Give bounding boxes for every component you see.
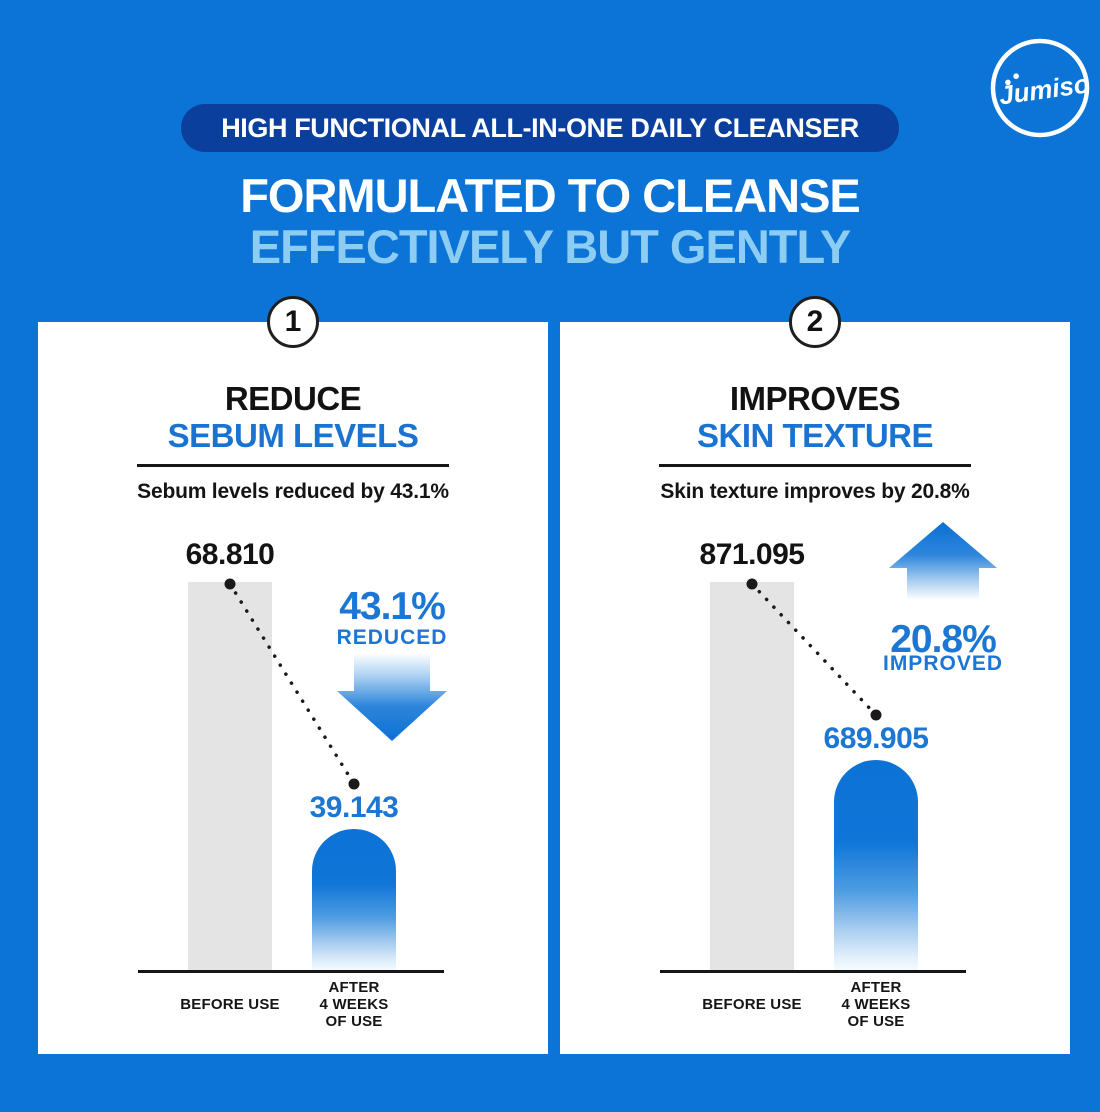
after-bar — [312, 829, 396, 972]
connector-start-dot — [224, 578, 236, 590]
trend-connector — [224, 578, 360, 790]
panel-subtitle: Sebum levels reduced by 43.1% — [137, 480, 449, 503]
panel-subtitle: Skin texture improves by 20.8% — [660, 480, 970, 503]
trend-arrow — [337, 653, 447, 746]
logo-smiley-eye-left-icon — [1005, 79, 1011, 86]
headline: FORMULATED TO CLEANSE EFFECTIVELY BUT GE… — [0, 170, 1100, 272]
up-arrow-icon — [889, 522, 997, 600]
headline-line1: FORMULATED TO CLEANSE — [240, 169, 861, 222]
panel-title: REDUCE SEBUM LEVELS — [38, 380, 548, 454]
panel-number-badge: 2 — [789, 296, 841, 348]
after-value-label: 39.143 — [309, 791, 399, 824]
panel-title-blue: SKIN TEXTURE — [696, 417, 934, 454]
after-value-label: 689.905 — [823, 722, 929, 755]
down-arrow-icon — [337, 653, 447, 741]
axis-baseline — [660, 970, 966, 973]
banner-pill: HIGH FUNCTIONAL ALL-IN-ONE DAILY CLEANSE… — [181, 104, 899, 152]
logo-smiley-eye-right-icon — [1013, 73, 1019, 80]
banner-text: HIGH FUNCTIONAL ALL-IN-ONE DAILY CLEANSE… — [221, 112, 859, 143]
panel-title-black: REDUCE — [224, 380, 362, 417]
category-label-after: AFTER 4 WEEKS OF USE — [319, 978, 389, 1030]
texture-chart: 871.095 689.905 20.8% IMPROVED BEFORE USE AFT… — [560, 322, 1070, 1054]
connector-end-dot — [348, 778, 360, 790]
logo-text: Jumiso — [997, 68, 1091, 110]
connector-start-dot — [746, 578, 758, 590]
before-bar — [710, 582, 794, 972]
percent-change-value: 43.1% — [339, 585, 446, 628]
category-label-before: BEFORE USE — [702, 995, 802, 1013]
headline-line2: EFFECTIVELY BUT GENTLY — [249, 220, 851, 273]
percent-change-word: IMPROVED — [882, 652, 1003, 675]
trend-connector — [746, 578, 882, 721]
sebum-chart: 68.810 39.143 43.1% REDUCED BEFORE USE AFTER 4… — [38, 322, 548, 1054]
panels-row: 1 REDUCE SEBUM LEVELS Sebum levels reduc… — [38, 296, 1070, 1054]
connector-end-dot — [870, 709, 882, 721]
panel-number-badge: 1 — [267, 296, 319, 348]
panel-title-black: IMPROVES — [729, 380, 901, 417]
panel-title: IMPROVES SKIN TEXTURE — [560, 380, 1070, 454]
category-label-after: AFTER 4 WEEKS OF USE — [841, 978, 911, 1030]
panel-improves-texture: 2 IMPROVES SKIN TEXTURE Skin texture imp… — [560, 296, 1070, 1054]
trend-arrow — [889, 522, 997, 605]
before-value-label: 871.095 — [699, 538, 805, 571]
percent-change-value: 20.8% — [890, 618, 997, 661]
before-value-label: 68.810 — [185, 538, 275, 571]
title-underline — [659, 464, 971, 467]
after-bar — [834, 760, 918, 972]
before-bar — [188, 582, 272, 972]
panel-title-blue: SEBUM LEVELS — [167, 417, 419, 454]
logo-circle — [990, 38, 1090, 138]
jumiso-logo: Jumiso — [990, 38, 1092, 138]
percent-change-word: REDUCED — [336, 626, 448, 649]
panel-reduce-sebum: 1 REDUCE SEBUM LEVELS Sebum levels reduc… — [38, 296, 548, 1054]
title-underline — [137, 464, 449, 467]
axis-baseline — [138, 970, 444, 973]
category-label-before: BEFORE USE — [180, 995, 280, 1013]
